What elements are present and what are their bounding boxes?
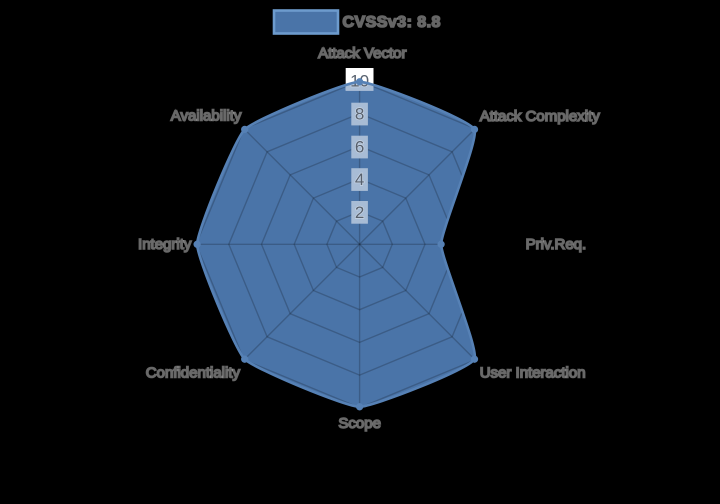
- svg-text:2: 2: [355, 203, 364, 222]
- svg-text:Attack Complexity: Attack Complexity: [480, 108, 601, 125]
- svg-text:8: 8: [355, 105, 364, 124]
- svg-text:Availability: Availability: [171, 108, 242, 125]
- svg-text:Priv.Req.: Priv.Req.: [526, 236, 587, 253]
- svg-text:User Interaction: User Interaction: [480, 364, 586, 381]
- svg-text:CVSSv3: 8.8: CVSSv3: 8.8: [343, 14, 441, 31]
- svg-text:Integrity: Integrity: [138, 236, 192, 253]
- svg-text:Scope: Scope: [338, 415, 381, 432]
- svg-text:Confidentiality: Confidentiality: [146, 364, 241, 381]
- svg-text:Attack Vector: Attack Vector: [318, 45, 406, 62]
- svg-text:4: 4: [355, 170, 364, 189]
- svg-text:6: 6: [355, 138, 364, 157]
